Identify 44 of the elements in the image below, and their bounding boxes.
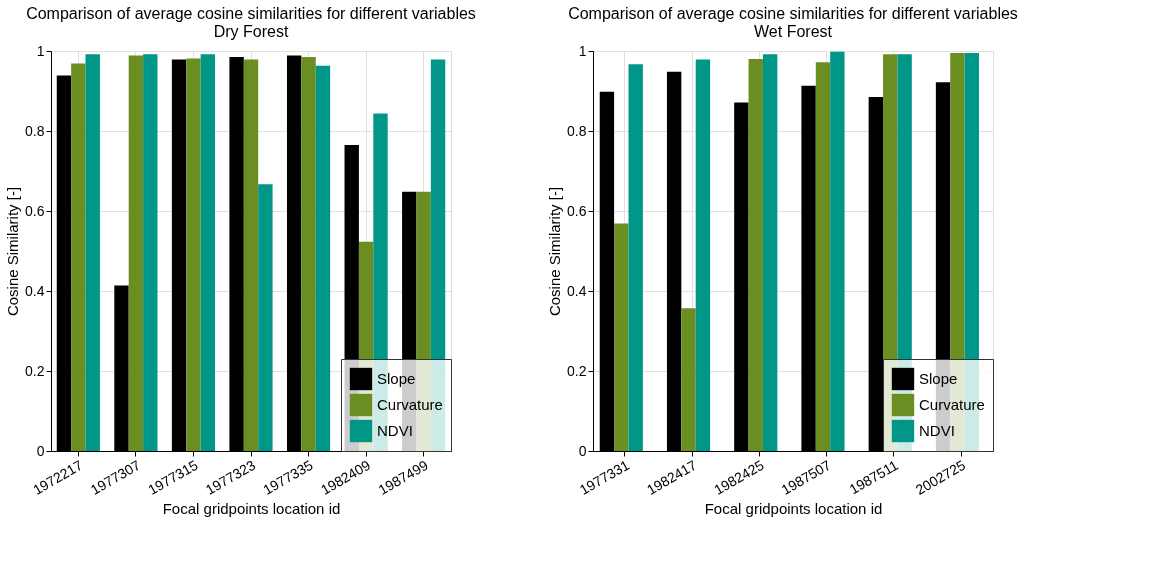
bar xyxy=(85,54,100,451)
bar xyxy=(143,54,158,451)
x-axis-title: Focal gridpoints location id xyxy=(162,499,341,517)
bar xyxy=(128,55,144,451)
y-tick-label: 0.4 xyxy=(25,282,45,299)
y-axis-title: Cosine Similarity [-] xyxy=(4,186,22,317)
y-tick-label: 0.8 xyxy=(25,122,45,139)
legend-label: Slope xyxy=(919,370,958,387)
y-tick-label: 0.6 xyxy=(567,202,587,219)
legend-label: Slope xyxy=(377,370,416,387)
bar xyxy=(186,58,201,451)
legend-label: NDVI xyxy=(919,422,955,439)
legend-label: Curvature xyxy=(377,396,443,413)
legend-label: NDVI xyxy=(377,422,413,439)
legend-label: Curvature xyxy=(919,396,985,413)
y-tick-label: 0.2 xyxy=(25,362,45,379)
x-axis-title: Focal gridpoints location id xyxy=(704,499,883,517)
y-tick-label: 0.4 xyxy=(567,282,587,299)
bar xyxy=(301,57,316,451)
bar xyxy=(628,64,643,451)
y-tick-label: 0.8 xyxy=(567,122,587,139)
bar xyxy=(71,63,86,451)
bar xyxy=(200,54,216,451)
bar xyxy=(695,59,711,451)
bar xyxy=(762,54,778,451)
y-tick-label: 0.2 xyxy=(567,362,587,379)
chart-subtitle: Dry Forest xyxy=(213,23,289,40)
y-tick-label: 1 xyxy=(578,42,587,59)
chart-title: Comparison of average cosine similarities for different variables xyxy=(568,5,1018,22)
bar xyxy=(830,51,845,451)
chart-title: Comparison of average cosine similarities for different variables xyxy=(26,5,476,22)
bar xyxy=(243,59,259,451)
bar xyxy=(614,223,629,451)
bar xyxy=(815,62,831,451)
bar xyxy=(681,308,696,451)
y-axis-title: Cosine Similarity [-] xyxy=(546,186,564,317)
bar xyxy=(315,65,331,451)
chart-subtitle: Wet Forest xyxy=(754,23,833,40)
y-tick-label: 0 xyxy=(36,442,45,459)
y-tick-label: 0 xyxy=(578,442,587,459)
bar xyxy=(258,184,273,451)
y-tick-label: 0.6 xyxy=(25,202,45,219)
y-tick-label: 1 xyxy=(36,42,45,59)
bar xyxy=(748,59,763,451)
